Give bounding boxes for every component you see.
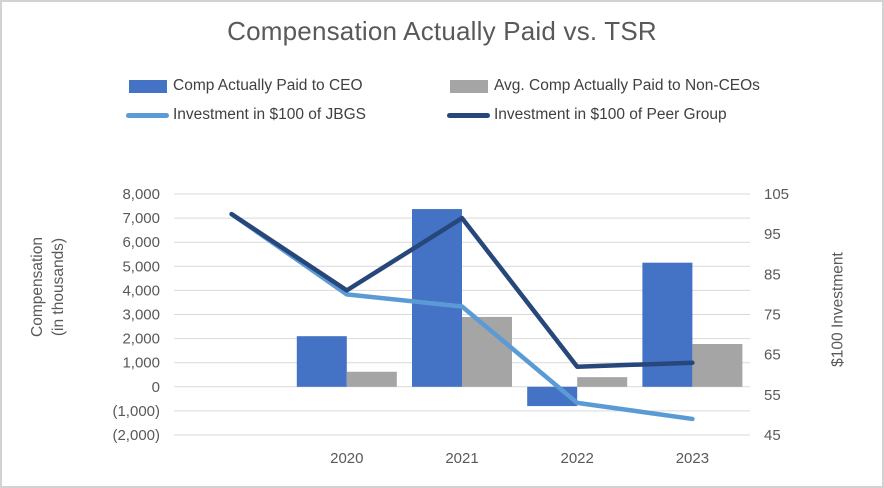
legend-item-nonceo-comp: Avg. Comp Actually Paid to Non-CEOs xyxy=(450,77,760,95)
left-axis-tick-label: 1,000 xyxy=(122,355,160,372)
legend-item-jbgs-investment: Investment in $100 of JBGS xyxy=(126,106,366,124)
legend-swatch-2 xyxy=(126,112,169,118)
x-axis-category-label: 2022 xyxy=(561,450,594,467)
left-axis-tick-label: 0 xyxy=(152,379,160,396)
left-axis-tick-label: 2,000 xyxy=(122,331,160,348)
right-axis-tick-label: 65 xyxy=(764,347,781,364)
legend-label: Investment in $100 of JBGS xyxy=(173,106,366,123)
x-axis-category-label: 2020 xyxy=(330,450,363,467)
right-axis-tick-label: 95 xyxy=(764,226,781,243)
left-axis-tick-label: 8,000 xyxy=(122,186,160,203)
left-axis-tick-label: 3,000 xyxy=(122,307,160,324)
left-axis-title-line1: Compensation xyxy=(29,237,46,337)
bar-2020-series0 xyxy=(296,336,347,387)
legend-item-peer-investment: Investment in $100 of Peer Group xyxy=(447,106,727,124)
right-axis-tick-label: 85 xyxy=(764,266,781,283)
left-axis-tick-label: 7,000 xyxy=(122,210,160,227)
right-axis-tick-label: 45 xyxy=(764,427,781,444)
bar-2023-series0 xyxy=(642,262,693,387)
legend-swatch-0 xyxy=(129,79,167,93)
legend-item-ceo-comp: Comp Actually Paid to CEO xyxy=(129,77,363,95)
left-axis-tick-label: 5,000 xyxy=(122,258,160,275)
left-axis-tick-label: (1,000) xyxy=(112,403,160,420)
right-axis-tick-label: 105 xyxy=(764,186,789,203)
legend-swatch-1 xyxy=(450,79,488,93)
bar-2023-series1 xyxy=(692,344,743,387)
left-axis-tick-label: (2,000) xyxy=(112,427,160,444)
x-axis-category-label: 2023 xyxy=(676,450,709,467)
x-axis-category-label: 2021 xyxy=(445,450,478,467)
line-series-1 xyxy=(229,211,695,369)
chart-title: Compensation Actually Paid vs. TSR xyxy=(227,16,657,46)
legend-label: Avg. Comp Actually Paid to Non-CEOs xyxy=(494,77,760,94)
left-axis-tick-label: 4,000 xyxy=(122,282,160,299)
left-axis-tick-label: 6,000 xyxy=(122,234,160,251)
bar-2020-series1 xyxy=(346,371,397,387)
bar-2022-series1 xyxy=(577,377,628,387)
legend-swatch-3 xyxy=(447,112,490,118)
right-axis-title: $100 Investment xyxy=(829,252,847,367)
legend-label: Investment in $100 of Peer Group xyxy=(494,106,727,123)
left-axis-title: Compensation (in thousands) xyxy=(27,177,69,397)
right-axis-tick-label: 75 xyxy=(764,307,781,324)
legend-label: Comp Actually Paid to CEO xyxy=(173,77,363,94)
right-axis-tick-label: 55 xyxy=(764,387,781,404)
bar-2021-series0 xyxy=(412,209,462,387)
left-axis-title-line2: (in thousands) xyxy=(50,237,67,337)
